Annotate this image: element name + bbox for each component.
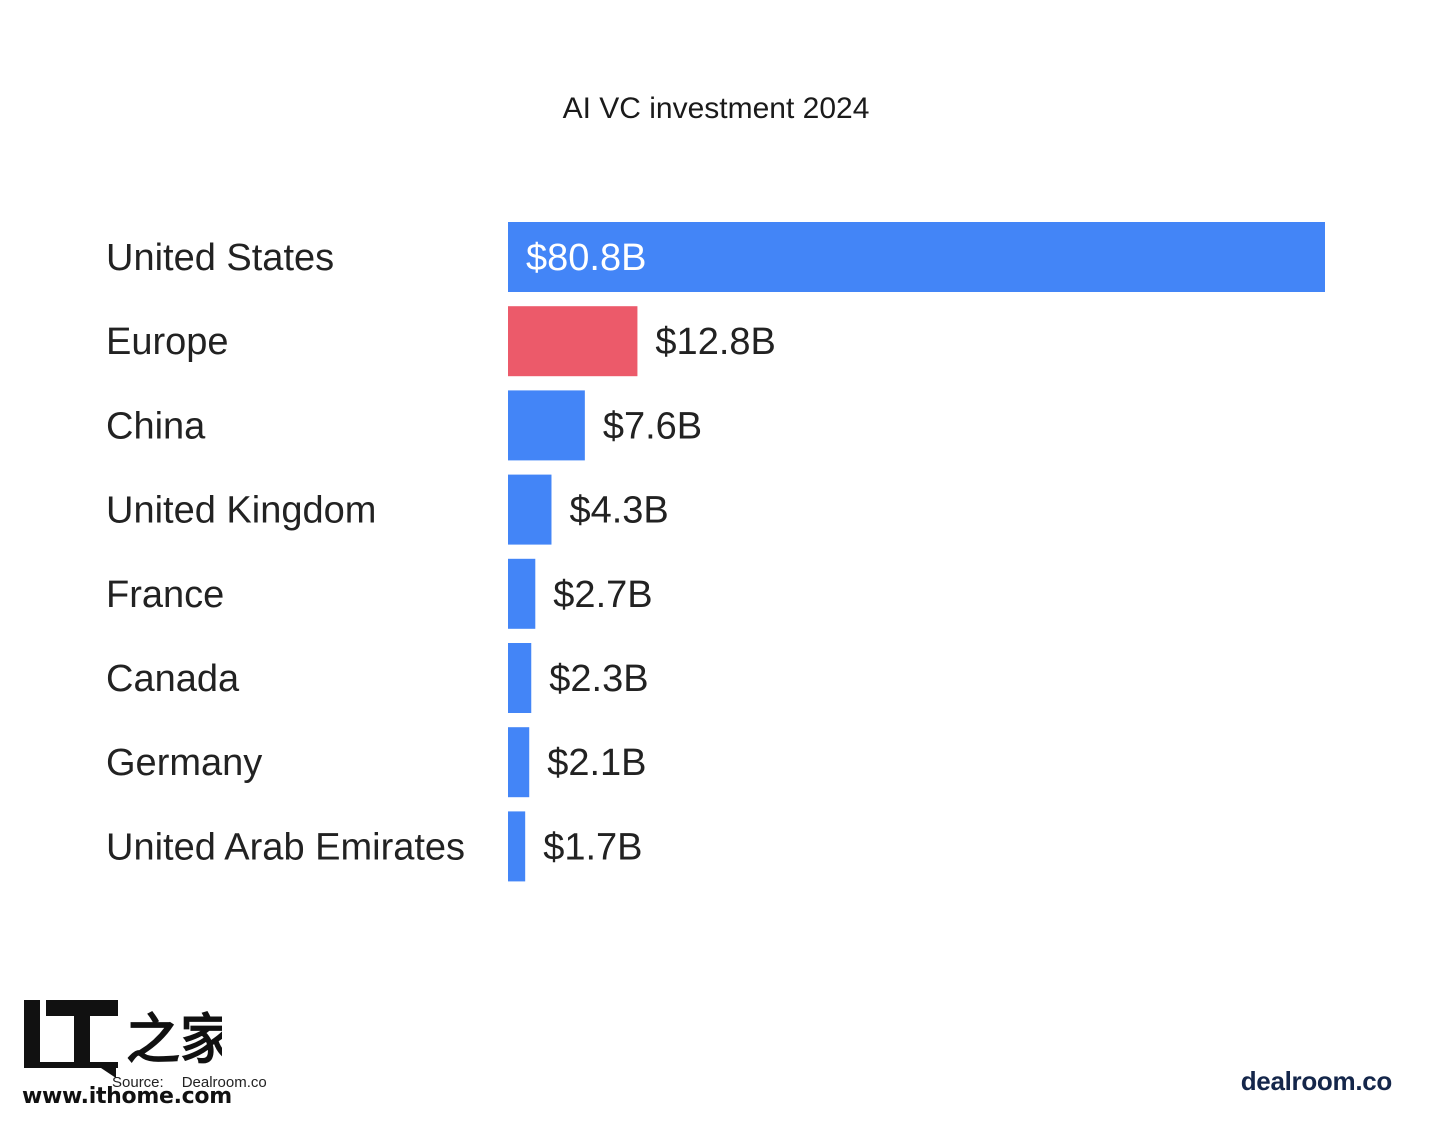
value-label-france: $2.7B [553, 574, 652, 616]
chart-title: AI VC investment 2024 [562, 92, 870, 125]
bar-europe [508, 306, 638, 377]
value-label-united-kingdom: $4.3B [569, 490, 668, 532]
bar-united-kingdom [508, 474, 552, 545]
bar-china [508, 390, 585, 461]
dealroom-brand-logo: dealroom.co [1240, 1066, 1393, 1096]
category-label-germany: Germany [106, 742, 262, 784]
source-label: Source: [112, 1074, 164, 1091]
category-label-united-kingdom: United Kingdom [106, 490, 376, 532]
value-label-europe: $12.8B [655, 321, 775, 363]
svg-text:之家: 之家 [126, 1007, 222, 1071]
value-label-united-states: $80.8B [526, 237, 646, 279]
value-label-germany: $2.1B [547, 742, 646, 784]
bar-united-arab-emirates [508, 811, 526, 882]
category-label-canada: Canada [106, 658, 240, 700]
category-label-united-arab-emirates: United Arab Emirates [106, 826, 465, 868]
bar-canada [508, 643, 532, 713]
watermark-url: www.ithome.com [22, 1084, 232, 1109]
ithome-logo-icon: 之家 [24, 1000, 234, 1078]
ithome-watermark: 之家 www.ithome.com [22, 998, 234, 1110]
source-note: Source: Dealroom.co [112, 1074, 267, 1091]
value-label-canada: $2.3B [549, 658, 648, 700]
value-label-united-arab-emirates: $1.7B [543, 826, 642, 868]
source-value: Dealroom.co [181, 1074, 267, 1091]
category-label-france: France [106, 574, 224, 616]
value-label-china: $7.6B [603, 405, 702, 447]
bar-germany [508, 727, 530, 798]
category-label-europe: Europe [106, 321, 229, 363]
bar-united-states [508, 222, 1325, 292]
category-label-china: China [106, 405, 206, 447]
category-label-united-states: United States [106, 237, 334, 279]
bar-france [508, 558, 536, 629]
